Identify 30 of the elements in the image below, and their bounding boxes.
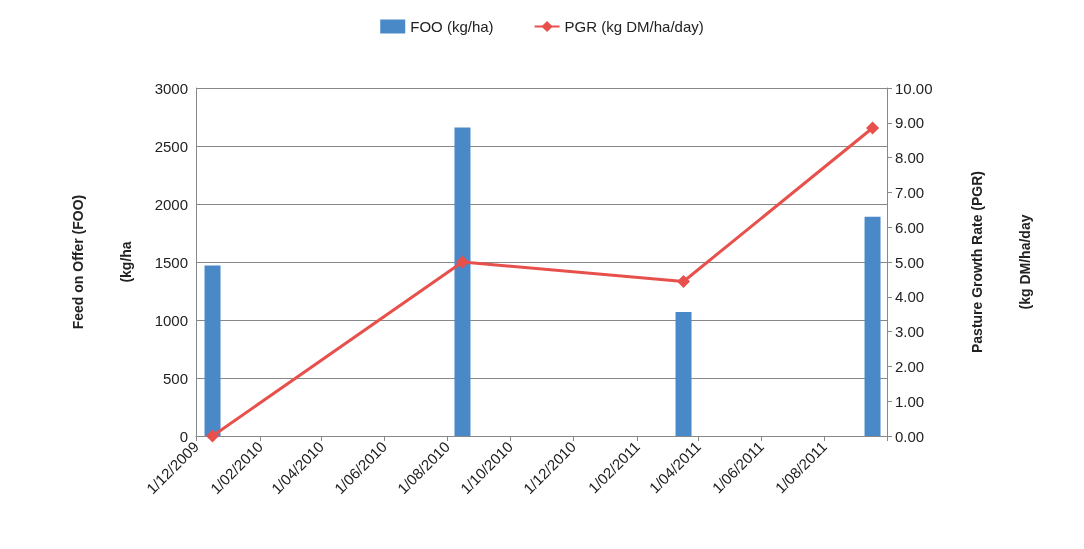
y2-tick-label: 8.00 — [895, 149, 925, 167]
y-tick-label: 3000 — [154, 79, 188, 97]
bar — [454, 127, 471, 436]
y2-tick-label: 0.00 — [895, 427, 925, 445]
y2-tick-label: 10.00 — [895, 79, 933, 97]
y-tick-label: 1500 — [154, 253, 188, 271]
text: Pasture Growth Rate (PGR) (kg DM/ha/day — [969, 170, 1033, 354]
y-tick-label: 2500 — [154, 137, 188, 155]
text: Feed on Offer (FOO) (kg/ha — [70, 194, 134, 330]
y2-tick-label: 1.00 — [895, 392, 925, 410]
legend-label: FOO (kg/ha) — [410, 18, 494, 35]
legend-label: PGR (kg DM/ha/day) — [564, 18, 704, 35]
point — [677, 274, 691, 288]
bar — [675, 311, 692, 436]
y2-tick-label: 7.00 — [895, 183, 925, 201]
y2-tick-label: 4.00 — [895, 288, 925, 306]
y2-tick-label: 5.00 — [895, 253, 925, 271]
y-tick-label: 500 — [162, 369, 188, 387]
y2-tick-label: 6.00 — [895, 218, 925, 236]
y-tick-label: 1000 — [154, 311, 188, 329]
y-tick-label: 0 — [179, 427, 188, 445]
bar — [204, 265, 221, 436]
y2-tick-label: 2.00 — [895, 357, 925, 375]
point — [866, 121, 880, 135]
bar — [864, 216, 881, 436]
point — [455, 255, 469, 269]
y2-tick-label: 3.00 — [895, 323, 925, 341]
y2-tick-label: 9.00 — [895, 114, 925, 132]
point — [206, 429, 220, 443]
y-tick-label: 2000 — [154, 195, 188, 213]
